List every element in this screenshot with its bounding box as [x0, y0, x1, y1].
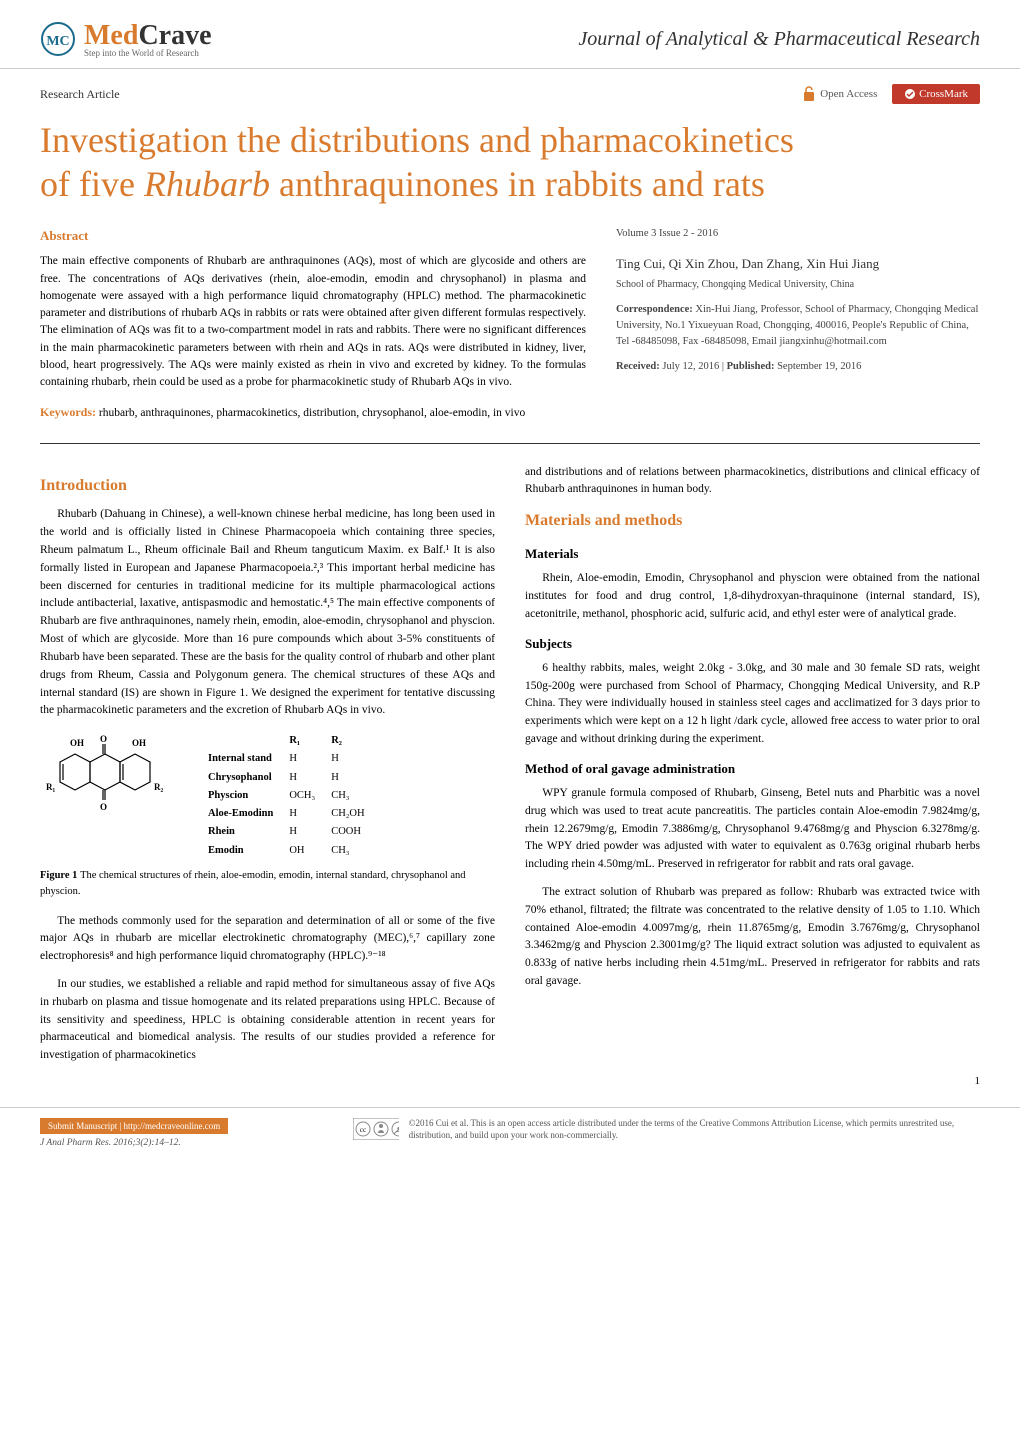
- label-r1: R₁: [46, 782, 55, 792]
- label-oh2: OH: [132, 738, 146, 748]
- published-label: Published:: [727, 361, 777, 372]
- intro-continuation: and distributions and of relations betwe…: [525, 464, 980, 500]
- fig1-caption-text: The chemical structures of rhein, aloe-e…: [40, 870, 466, 897]
- substituent-table: R₁ R₂ Internal standHH ChrysophanolHH Ph…: [200, 732, 373, 860]
- intro-p2: The methods commonly used for the separa…: [40, 913, 495, 966]
- crossmark-badge[interactable]: CrossMark: [892, 84, 980, 104]
- logo-tagline: Step into the World of Research: [84, 48, 212, 58]
- keywords-row: Keywords: rhubarb, anthraquinones, pharm…: [40, 403, 586, 422]
- abstract-column: Abstract The main effective components o…: [40, 226, 586, 423]
- volume-issue: Volume 3 Issue 2 - 2016: [616, 226, 980, 242]
- submit-url: | http://medcraveonline.com: [120, 1121, 221, 1131]
- abstract-text: The main effective components of Rhubarb…: [40, 253, 586, 391]
- logo-med: Med: [84, 20, 138, 51]
- introduction-heading: Introduction: [40, 474, 495, 499]
- body-right-column: and distributions and of relations betwe…: [525, 464, 980, 1075]
- publisher-logo: MC MedCrave Step into the World of Resea…: [40, 20, 212, 58]
- svg-text:MC: MC: [46, 34, 69, 49]
- title-section: Investigation the distributions and phar…: [0, 109, 1020, 225]
- submit-label: Submit Manuscript: [48, 1121, 117, 1131]
- affiliation: School of Pharmacy, Chongqing Medical Un…: [616, 277, 980, 292]
- crossmark-icon: [904, 88, 916, 100]
- col-r1: R₁: [281, 732, 323, 750]
- metadata-sidebar: Volume 3 Issue 2 - 2016 Ting Cui, Qi Xin…: [616, 226, 980, 423]
- logo-crave: Crave: [138, 20, 211, 51]
- label-oh1: OH: [70, 738, 84, 748]
- page-number: 1: [0, 1075, 1020, 1087]
- dates: Received: July 12, 2016 | Published: Sep…: [616, 359, 980, 375]
- correspondence: Correspondence: Xin-Hui Jiang, Professor…: [616, 302, 980, 349]
- footer-left: Submit Manuscript | http://medcraveonlin…: [40, 1118, 353, 1148]
- footer-right: cc $ ©2016 Cui et al. This is an open ac…: [353, 1118, 980, 1141]
- figure-1-caption: Figure 1 The chemical structures of rhei…: [40, 868, 495, 901]
- title-line2-italic: Rhubarb: [144, 164, 270, 204]
- keywords-label: Keywords:: [40, 405, 96, 419]
- abstract-sidebar-row: Abstract The main effective components o…: [0, 226, 1020, 423]
- open-lock-icon: [802, 86, 816, 102]
- subjects-heading: Subjects: [525, 634, 980, 654]
- table-row: EmodinOHCH₃: [200, 842, 373, 860]
- received-date: July 12, 2016: [662, 361, 719, 372]
- abstract-heading: Abstract: [40, 226, 586, 246]
- article-type: Research Article: [40, 87, 120, 102]
- label-o1: O: [100, 734, 107, 744]
- figure-1-diagram: OH O OH R₁ R₂ O R₁ R₂ Internal standHH C…: [40, 732, 495, 860]
- col-r2: R₂: [323, 732, 372, 750]
- open-access-label: Open Access: [820, 88, 877, 100]
- fig1-label: Figure 1: [40, 870, 80, 881]
- table-row: RheinHCOOH: [200, 823, 373, 841]
- crossmark-label: CrossMark: [919, 88, 968, 100]
- anthraquinone-structure-icon: OH O OH R₁ R₂ O: [40, 732, 180, 822]
- submit-manuscript-badge[interactable]: Submit Manuscript | http://medcraveonlin…: [40, 1118, 228, 1134]
- methods-heading: Materials and methods: [525, 509, 980, 534]
- intro-p1: Rhubarb (Dahuang in Chinese), a well-kno…: [40, 506, 495, 720]
- title-line2-pre: of five: [40, 164, 144, 204]
- article-title: Investigation the distributions and phar…: [40, 119, 980, 205]
- gavage-p1: WPY granule formula composed of Rhubarb,…: [525, 785, 980, 874]
- label-r2: R₂: [154, 782, 163, 792]
- cc-license-icon: cc $: [353, 1118, 398, 1140]
- article-meta-row: Research Article Open Access CrossMark: [0, 69, 1020, 109]
- access-badges: Open Access CrossMark: [802, 84, 980, 104]
- title-line2-post: anthraquinones in rabbits and rats: [270, 164, 765, 204]
- table-row: ChrysophanolHH: [200, 769, 373, 787]
- label-o2: O: [100, 802, 107, 812]
- received-label: Received:: [616, 361, 662, 372]
- open-access-badge: Open Access: [802, 86, 877, 102]
- section-divider: [40, 443, 980, 444]
- table-row: PhyscionOCH₃CH₃: [200, 787, 373, 805]
- table-row: Internal standHH: [200, 750, 373, 768]
- published-date: September 19, 2016: [777, 361, 861, 372]
- journal-name: Journal of Analytical & Pharmaceutical R…: [578, 28, 980, 51]
- copyright-text: ©2016 Cui et al. This is an open access …: [409, 1118, 980, 1141]
- page-header: MC MedCrave Step into the World of Resea…: [0, 0, 1020, 69]
- materials-heading: Materials: [525, 544, 980, 564]
- page-footer: Submit Manuscript | http://medcraveonlin…: [0, 1107, 1020, 1168]
- body-left-column: Introduction Rhubarb (Dahuang in Chinese…: [40, 464, 495, 1075]
- body-content: Introduction Rhubarb (Dahuang in Chinese…: [0, 464, 1020, 1075]
- figure-1: OH O OH R₁ R₂ O R₁ R₂ Internal standHH C…: [40, 732, 495, 900]
- authors: Ting Cui, Qi Xin Zhou, Dan Zhang, Xin Hu…: [616, 254, 980, 274]
- mc-logo-icon: MC: [40, 21, 76, 57]
- gavage-heading: Method of oral gavage administration: [525, 759, 980, 779]
- title-line1: Investigation the distributions and phar…: [40, 120, 794, 160]
- keywords-text: rhubarb, anthraquinones, pharmacokinetic…: [99, 407, 525, 419]
- gavage-p2: The extract solution of Rhubarb was prep…: [525, 884, 980, 991]
- svg-text:cc: cc: [360, 1126, 366, 1134]
- materials-text: Rhein, Aloe-emodin, Emodin, Chrysophanol…: [525, 570, 980, 623]
- subjects-text: 6 healthy rabbits, males, weight 2.0kg -…: [525, 660, 980, 749]
- intro-p3: In our studies, we established a reliabl…: [40, 976, 495, 1065]
- citation: J Anal Pharm Res. 2016;3(2):14–12.: [40, 1138, 353, 1148]
- correspondence-label: Correspondence:: [616, 304, 695, 315]
- table-row: Aloe-EmodinnHCH₂OH: [200, 805, 373, 823]
